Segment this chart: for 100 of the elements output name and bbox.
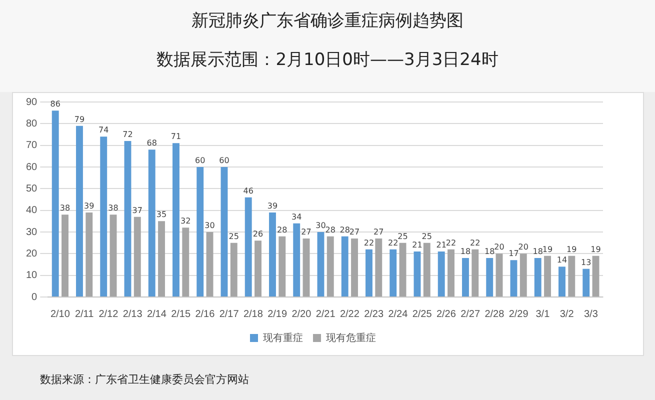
data-label: 38 xyxy=(108,204,118,213)
data-label: 74 xyxy=(98,126,109,135)
x-tick-label: 2/22 xyxy=(340,308,360,320)
bar xyxy=(124,141,132,296)
x-tick-label: 2/10 xyxy=(50,308,70,320)
bar xyxy=(592,256,600,296)
data-label: 46 xyxy=(243,186,254,196)
y-tick-label: 80 xyxy=(26,118,38,130)
data-label: 22 xyxy=(364,238,374,248)
bar xyxy=(462,258,469,296)
bar xyxy=(390,249,397,296)
data-label: 13 xyxy=(581,258,592,267)
data-label: 72 xyxy=(122,130,133,140)
x-tick-label: 2/27 xyxy=(460,308,480,320)
bar xyxy=(182,228,190,296)
bar xyxy=(448,249,454,296)
data-label: 25 xyxy=(422,232,432,241)
data-label: 22 xyxy=(388,238,398,248)
x-tick-label: 2/20 xyxy=(292,308,312,320)
data-label: 19 xyxy=(590,244,601,254)
data-label: 28 xyxy=(277,225,288,234)
data-label: 20 xyxy=(518,242,528,252)
bar xyxy=(230,242,238,296)
bar xyxy=(302,238,310,296)
bar xyxy=(220,167,228,296)
data-label: 20 xyxy=(494,242,504,252)
x-tick-label: 2/16 xyxy=(195,308,216,320)
bar xyxy=(278,236,286,296)
data-label: 22 xyxy=(470,238,480,248)
y-tick-label: 40 xyxy=(26,205,38,216)
bar xyxy=(399,242,406,296)
data-label: 28 xyxy=(340,225,350,234)
data-label: 27 xyxy=(301,228,312,237)
bar xyxy=(544,256,551,296)
x-tick-label: 2/19 xyxy=(268,308,288,320)
bar xyxy=(366,249,372,296)
y-tick-label: 10 xyxy=(26,270,38,282)
data-label: 79 xyxy=(74,114,85,124)
bar xyxy=(341,236,348,296)
data-label: 30 xyxy=(204,221,215,230)
data-label: 86 xyxy=(50,100,60,109)
x-tick-label: 2/21 xyxy=(316,308,336,320)
y-tick-label: 70 xyxy=(26,140,38,152)
data-label: 60 xyxy=(195,156,206,166)
legend-label: 现有危重症 xyxy=(326,332,376,344)
data-label: 18 xyxy=(484,247,495,256)
bar xyxy=(568,256,576,296)
data-label: 18 xyxy=(460,247,471,256)
chart-title: 新冠肺炎广东省确诊重症病例趋势图 xyxy=(190,10,464,33)
data-label: 18 xyxy=(532,247,543,256)
bar xyxy=(423,242,430,296)
legend-label: 现有重症 xyxy=(263,332,303,344)
bar xyxy=(414,252,421,296)
x-tick-label: 2/28 xyxy=(484,308,505,320)
bar xyxy=(520,254,527,296)
bar xyxy=(244,197,252,296)
x-tick-label: 2/12 xyxy=(98,308,119,320)
bar xyxy=(110,214,117,296)
bar xyxy=(326,236,334,296)
x-tick-label: 2/18 xyxy=(243,308,264,320)
data-label: 34 xyxy=(292,212,302,222)
bar xyxy=(134,216,141,296)
x-tick-label: 2/14 xyxy=(146,308,167,320)
x-tick-label: 3/1 xyxy=(536,308,550,320)
bar xyxy=(254,240,262,296)
data-label: 26 xyxy=(252,230,264,239)
x-tick-label: 2/15 xyxy=(171,308,191,320)
data-label: 27 xyxy=(374,228,384,237)
bar xyxy=(148,150,156,296)
bar xyxy=(351,238,358,296)
bar xyxy=(86,212,93,296)
data-label: 39 xyxy=(84,202,94,211)
data-label: 25 xyxy=(398,232,408,241)
data-label: 21 xyxy=(412,240,422,250)
data-label: 21 xyxy=(436,240,446,250)
x-tick-label: 2/17 xyxy=(219,308,240,320)
x-tick-label: 2/11 xyxy=(74,308,94,320)
bar xyxy=(496,254,503,296)
bar xyxy=(52,110,59,296)
bar xyxy=(486,258,494,296)
chart-subtitle: 数据展示范围：2月10日0时——3月3日24时 xyxy=(156,49,500,71)
data-label: 25 xyxy=(228,232,239,241)
bar xyxy=(582,268,590,296)
x-tick-label: 3/2 xyxy=(560,308,574,320)
data-label: 22 xyxy=(446,238,456,248)
data-label: 38 xyxy=(60,204,70,213)
bar xyxy=(472,249,479,296)
data-label: 71 xyxy=(170,132,182,142)
bar xyxy=(317,232,324,296)
data-label: 32 xyxy=(180,216,191,226)
data-label: 19 xyxy=(542,244,553,254)
bar xyxy=(172,143,180,296)
data-label: 30 xyxy=(316,221,326,230)
bar xyxy=(196,167,204,296)
data-label: 27 xyxy=(349,228,360,237)
y-tick-label: 50 xyxy=(26,183,38,194)
data-label: 28 xyxy=(325,225,336,234)
x-tick-label: 2/23 xyxy=(364,308,384,320)
data-label: 68 xyxy=(146,138,157,148)
bar xyxy=(534,258,542,296)
